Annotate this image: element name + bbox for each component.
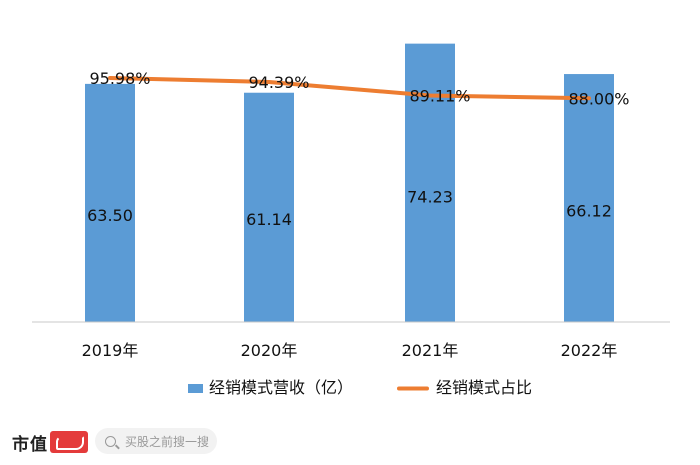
bar-value-label-0: 63.50	[87, 206, 133, 225]
legend-label-bar: 经销模式营收（亿）	[209, 378, 353, 397]
x-tick-label-0: 2019年	[82, 341, 139, 360]
x-tick-label-2: 2021年	[402, 341, 459, 360]
labels-layer: 63.50 61.14 74.23 66.12 95.98% 94.39% 89.11% 88…	[87, 69, 629, 229]
chart-card: 63.50 61.14 74.23 66.12 95.98% 94.39% 89.11% 88…	[10, 8, 690, 418]
bar-0	[85, 83, 135, 322]
x-tick-labels: 2019年 2020年 2021年 2022年	[82, 341, 618, 360]
search-icon	[105, 435, 116, 447]
line-point-3	[587, 96, 591, 100]
combo-chart: 63.50 61.14 74.23 66.12 95.98% 94.39% 89.11% 88…	[32, 43, 670, 397]
line-value-label-0: 95.98%	[89, 69, 150, 88]
x-tick-label-1: 2020年	[241, 341, 298, 360]
line-point-0	[108, 76, 112, 80]
line-series	[108, 75, 591, 101]
footer-bar: 市值 买股之前搜一搜	[0, 420, 700, 465]
legend-label-line: 经销模式占比	[436, 378, 532, 397]
bars-layer	[85, 43, 614, 322]
legend: 经销模式营收（亿） 经销模式占比	[188, 378, 532, 397]
legend-swatch-bar	[188, 384, 203, 393]
bar-2	[405, 43, 455, 322]
line-value-label-3: 88.00%	[568, 89, 629, 108]
search-box[interactable]: 买股之前搜一搜	[95, 428, 217, 454]
line-point-1	[267, 80, 271, 84]
line-value-label-2: 89.11%	[409, 86, 470, 105]
bar-value-label-1: 61.14	[246, 210, 292, 229]
x-tick-label-3: 2022年	[561, 341, 618, 360]
brand-text: 市值	[12, 434, 48, 455]
bar-value-label-2: 74.23	[407, 188, 453, 207]
bar-1	[244, 92, 294, 322]
brand-logo[interactable]: 市值	[12, 430, 88, 455]
line-point-2	[428, 93, 432, 97]
brand-mark-icon	[50, 431, 88, 453]
bar-value-label-3: 66.12	[566, 201, 612, 220]
bar-3	[564, 74, 614, 322]
line-value-label-1: 94.39%	[248, 73, 309, 92]
search-placeholder: 买股之前搜一搜	[125, 434, 210, 449]
line-layer	[108, 75, 591, 101]
